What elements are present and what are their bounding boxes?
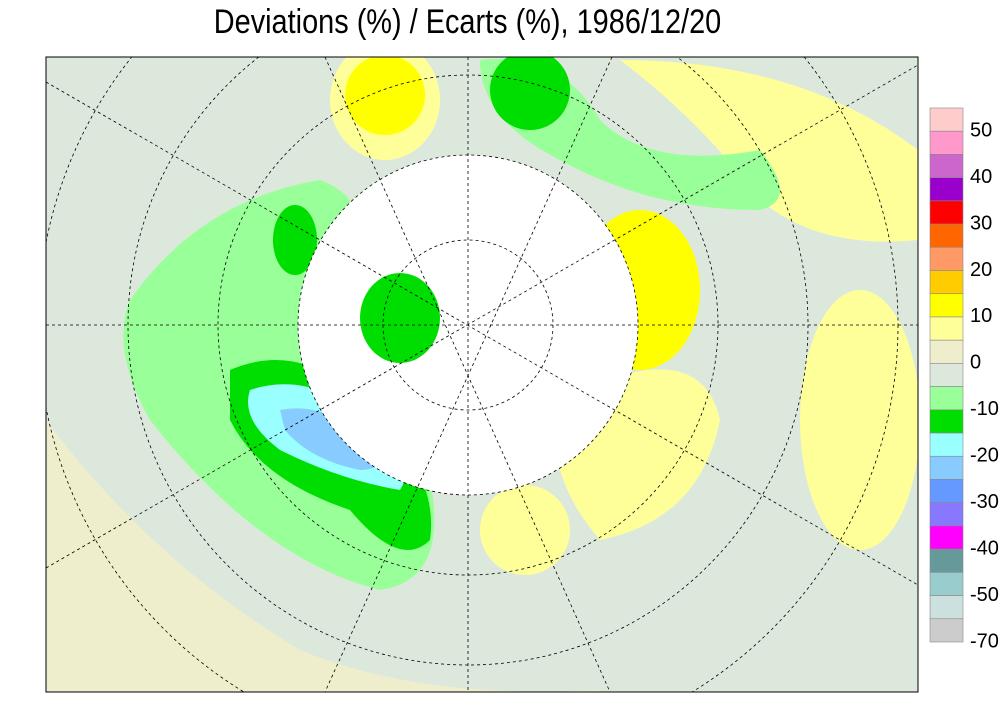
color-swatch xyxy=(929,247,964,271)
color-swatch xyxy=(929,339,964,364)
color-swatch xyxy=(929,363,964,387)
color-swatch xyxy=(929,502,964,527)
color-swatch xyxy=(929,107,964,132)
title: Deviations (%) / Ecarts (%), 1986/12/20 xyxy=(214,2,721,41)
color-swatch xyxy=(929,316,964,341)
colorbar-label: 40 xyxy=(970,166,992,188)
colorbar-label: -70 xyxy=(970,630,999,652)
colorbar-label: 20 xyxy=(970,259,992,281)
colorbar-label: 50 xyxy=(970,119,992,141)
region xyxy=(345,57,425,135)
graticule xyxy=(46,57,918,692)
color-swatch xyxy=(929,293,964,318)
color-swatch xyxy=(929,130,964,155)
color-swatch xyxy=(929,618,964,643)
region xyxy=(800,290,918,550)
color-swatch xyxy=(929,479,964,503)
region xyxy=(46,420,600,692)
colorbar-label: 30 xyxy=(970,212,992,234)
color-swatch xyxy=(929,223,964,248)
colorbar-label: -10 xyxy=(970,398,999,420)
color-swatch xyxy=(929,177,964,202)
color-swatch xyxy=(929,386,964,411)
colorbar-label: 0 xyxy=(970,352,981,374)
color-swatch xyxy=(929,455,964,480)
colorbar-label: -20 xyxy=(970,445,999,467)
region xyxy=(480,485,570,575)
map xyxy=(46,57,918,692)
map-frame xyxy=(45,56,919,693)
color-swatch xyxy=(929,409,964,434)
region xyxy=(360,273,440,363)
color-swatch xyxy=(929,154,964,178)
colorbar-label: -40 xyxy=(970,537,999,559)
color-swatch xyxy=(929,595,964,620)
colorbar-label: 10 xyxy=(970,305,992,327)
color-swatch xyxy=(929,572,964,596)
colorbar-label: -30 xyxy=(970,491,999,513)
color-swatch xyxy=(929,548,964,573)
colorbar-label: -50 xyxy=(970,584,999,606)
color-swatch xyxy=(929,525,964,550)
region xyxy=(490,57,570,130)
region xyxy=(280,408,381,470)
color-swatch xyxy=(929,200,964,225)
colorbar: 50 40 30 20 10 0 -10 -20 -30 -40 -50 -70 xyxy=(929,107,999,652)
color-swatch xyxy=(929,270,964,295)
region xyxy=(273,205,317,275)
color-swatch xyxy=(929,432,964,457)
